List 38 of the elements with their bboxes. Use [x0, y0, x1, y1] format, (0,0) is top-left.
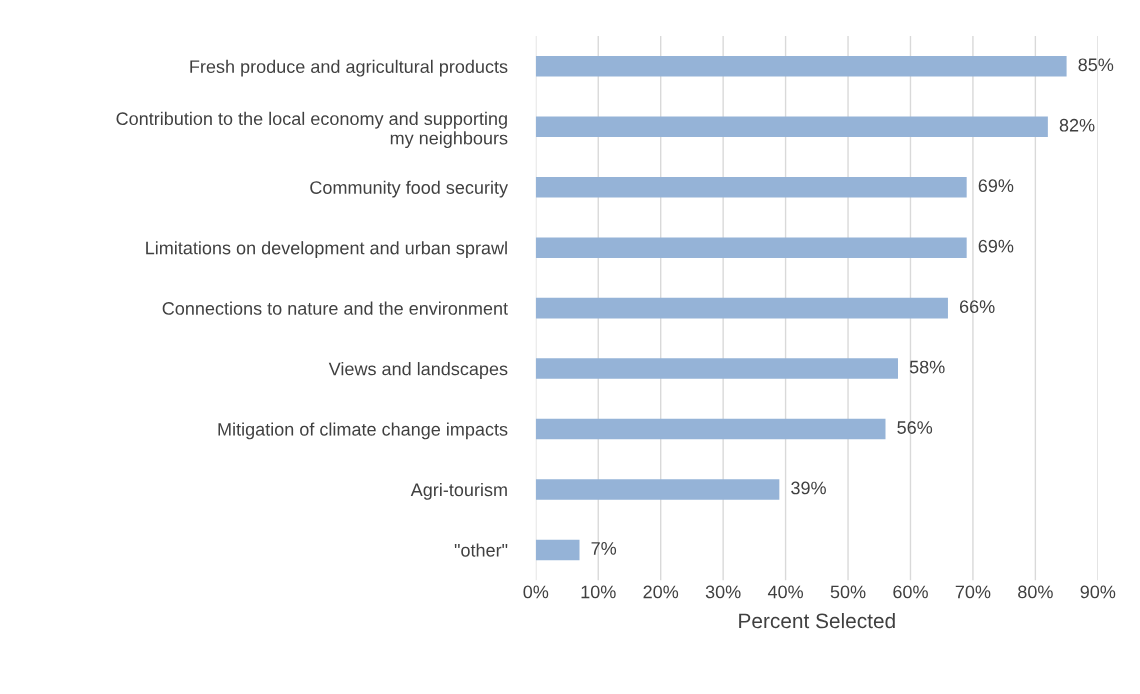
y-tick-label: Contribution to the local economy and supporting my neighbours — [116, 111, 508, 149]
x-tick-label: 20% — [643, 585, 679, 599]
x-tick-label: 80% — [1018, 585, 1053, 599]
bar — [535, 539, 580, 561]
x-tick-label: 30% — [705, 585, 741, 599]
y-tick-label: Views and landscapes — [328, 362, 508, 379]
data-label: 82% — [1059, 118, 1095, 132]
y-tick-label: "other" — [454, 543, 508, 557]
data-label: 39% — [791, 481, 826, 495]
data-label: 56% — [897, 421, 933, 434]
y-tick-label: Fresh produce and agricultural products — [190, 59, 508, 77]
bar — [535, 176, 967, 198]
x-tick-label: 70% — [955, 585, 991, 599]
bar — [535, 116, 1048, 138]
bar — [535, 358, 898, 379]
bar — [535, 297, 948, 319]
data-label: 7% — [591, 542, 617, 555]
y-tick-label: Agri-tourism — [410, 482, 507, 500]
y-tick-label: Community food security — [310, 180, 508, 198]
data-label: 69% — [978, 179, 1014, 193]
x-tick-label: 0% — [523, 585, 549, 599]
bar — [535, 56, 1067, 77]
data-label: 85% — [1078, 58, 1114, 72]
y-tick-label: Limitations on development and urban sprawl — [146, 241, 507, 258]
bar — [535, 237, 967, 258]
x-axis-title: Percent Selected — [739, 612, 895, 629]
x-tick-label: 40% — [767, 585, 804, 599]
data-label: 69% — [978, 239, 1014, 253]
x-tick-label: 90% — [1080, 585, 1116, 599]
bar — [535, 418, 886, 440]
data-label: 66% — [959, 300, 995, 313]
y-tick-label: Connections to nature and the environment — [162, 301, 508, 315]
y-tick-label: Mitigation of climate change impacts — [218, 422, 508, 440]
bar — [535, 479, 780, 500]
data-label: 58% — [909, 360, 945, 374]
x-tick-label: 60% — [893, 585, 928, 599]
x-tick-label: 10% — [581, 585, 616, 599]
x-tick-label: 50% — [830, 585, 866, 599]
